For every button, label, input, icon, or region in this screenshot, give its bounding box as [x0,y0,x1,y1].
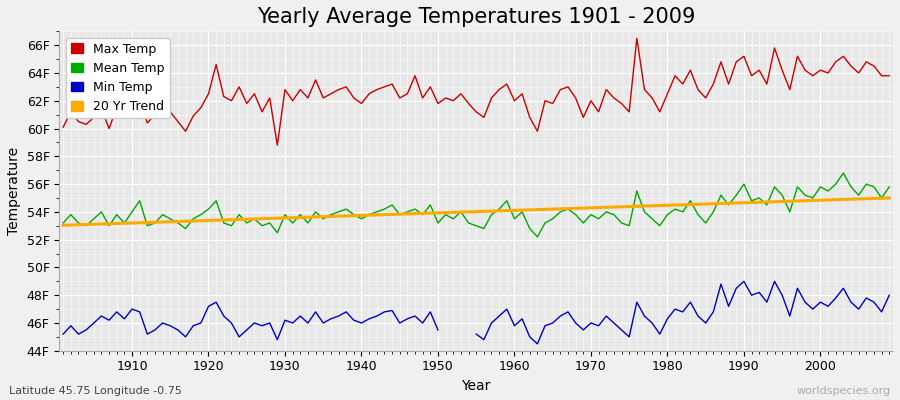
Text: worldspecies.org: worldspecies.org [796,386,891,396]
Text: Latitude 45.75 Longitude -0.75: Latitude 45.75 Longitude -0.75 [9,386,182,396]
X-axis label: Year: Year [462,379,490,393]
Title: Yearly Average Temperatures 1901 - 2009: Yearly Average Temperatures 1901 - 2009 [257,7,696,27]
Legend: Max Temp, Mean Temp, Min Temp, 20 Yr Trend: Max Temp, Mean Temp, Min Temp, 20 Yr Tre… [66,38,169,118]
Y-axis label: Temperature: Temperature [7,147,21,235]
